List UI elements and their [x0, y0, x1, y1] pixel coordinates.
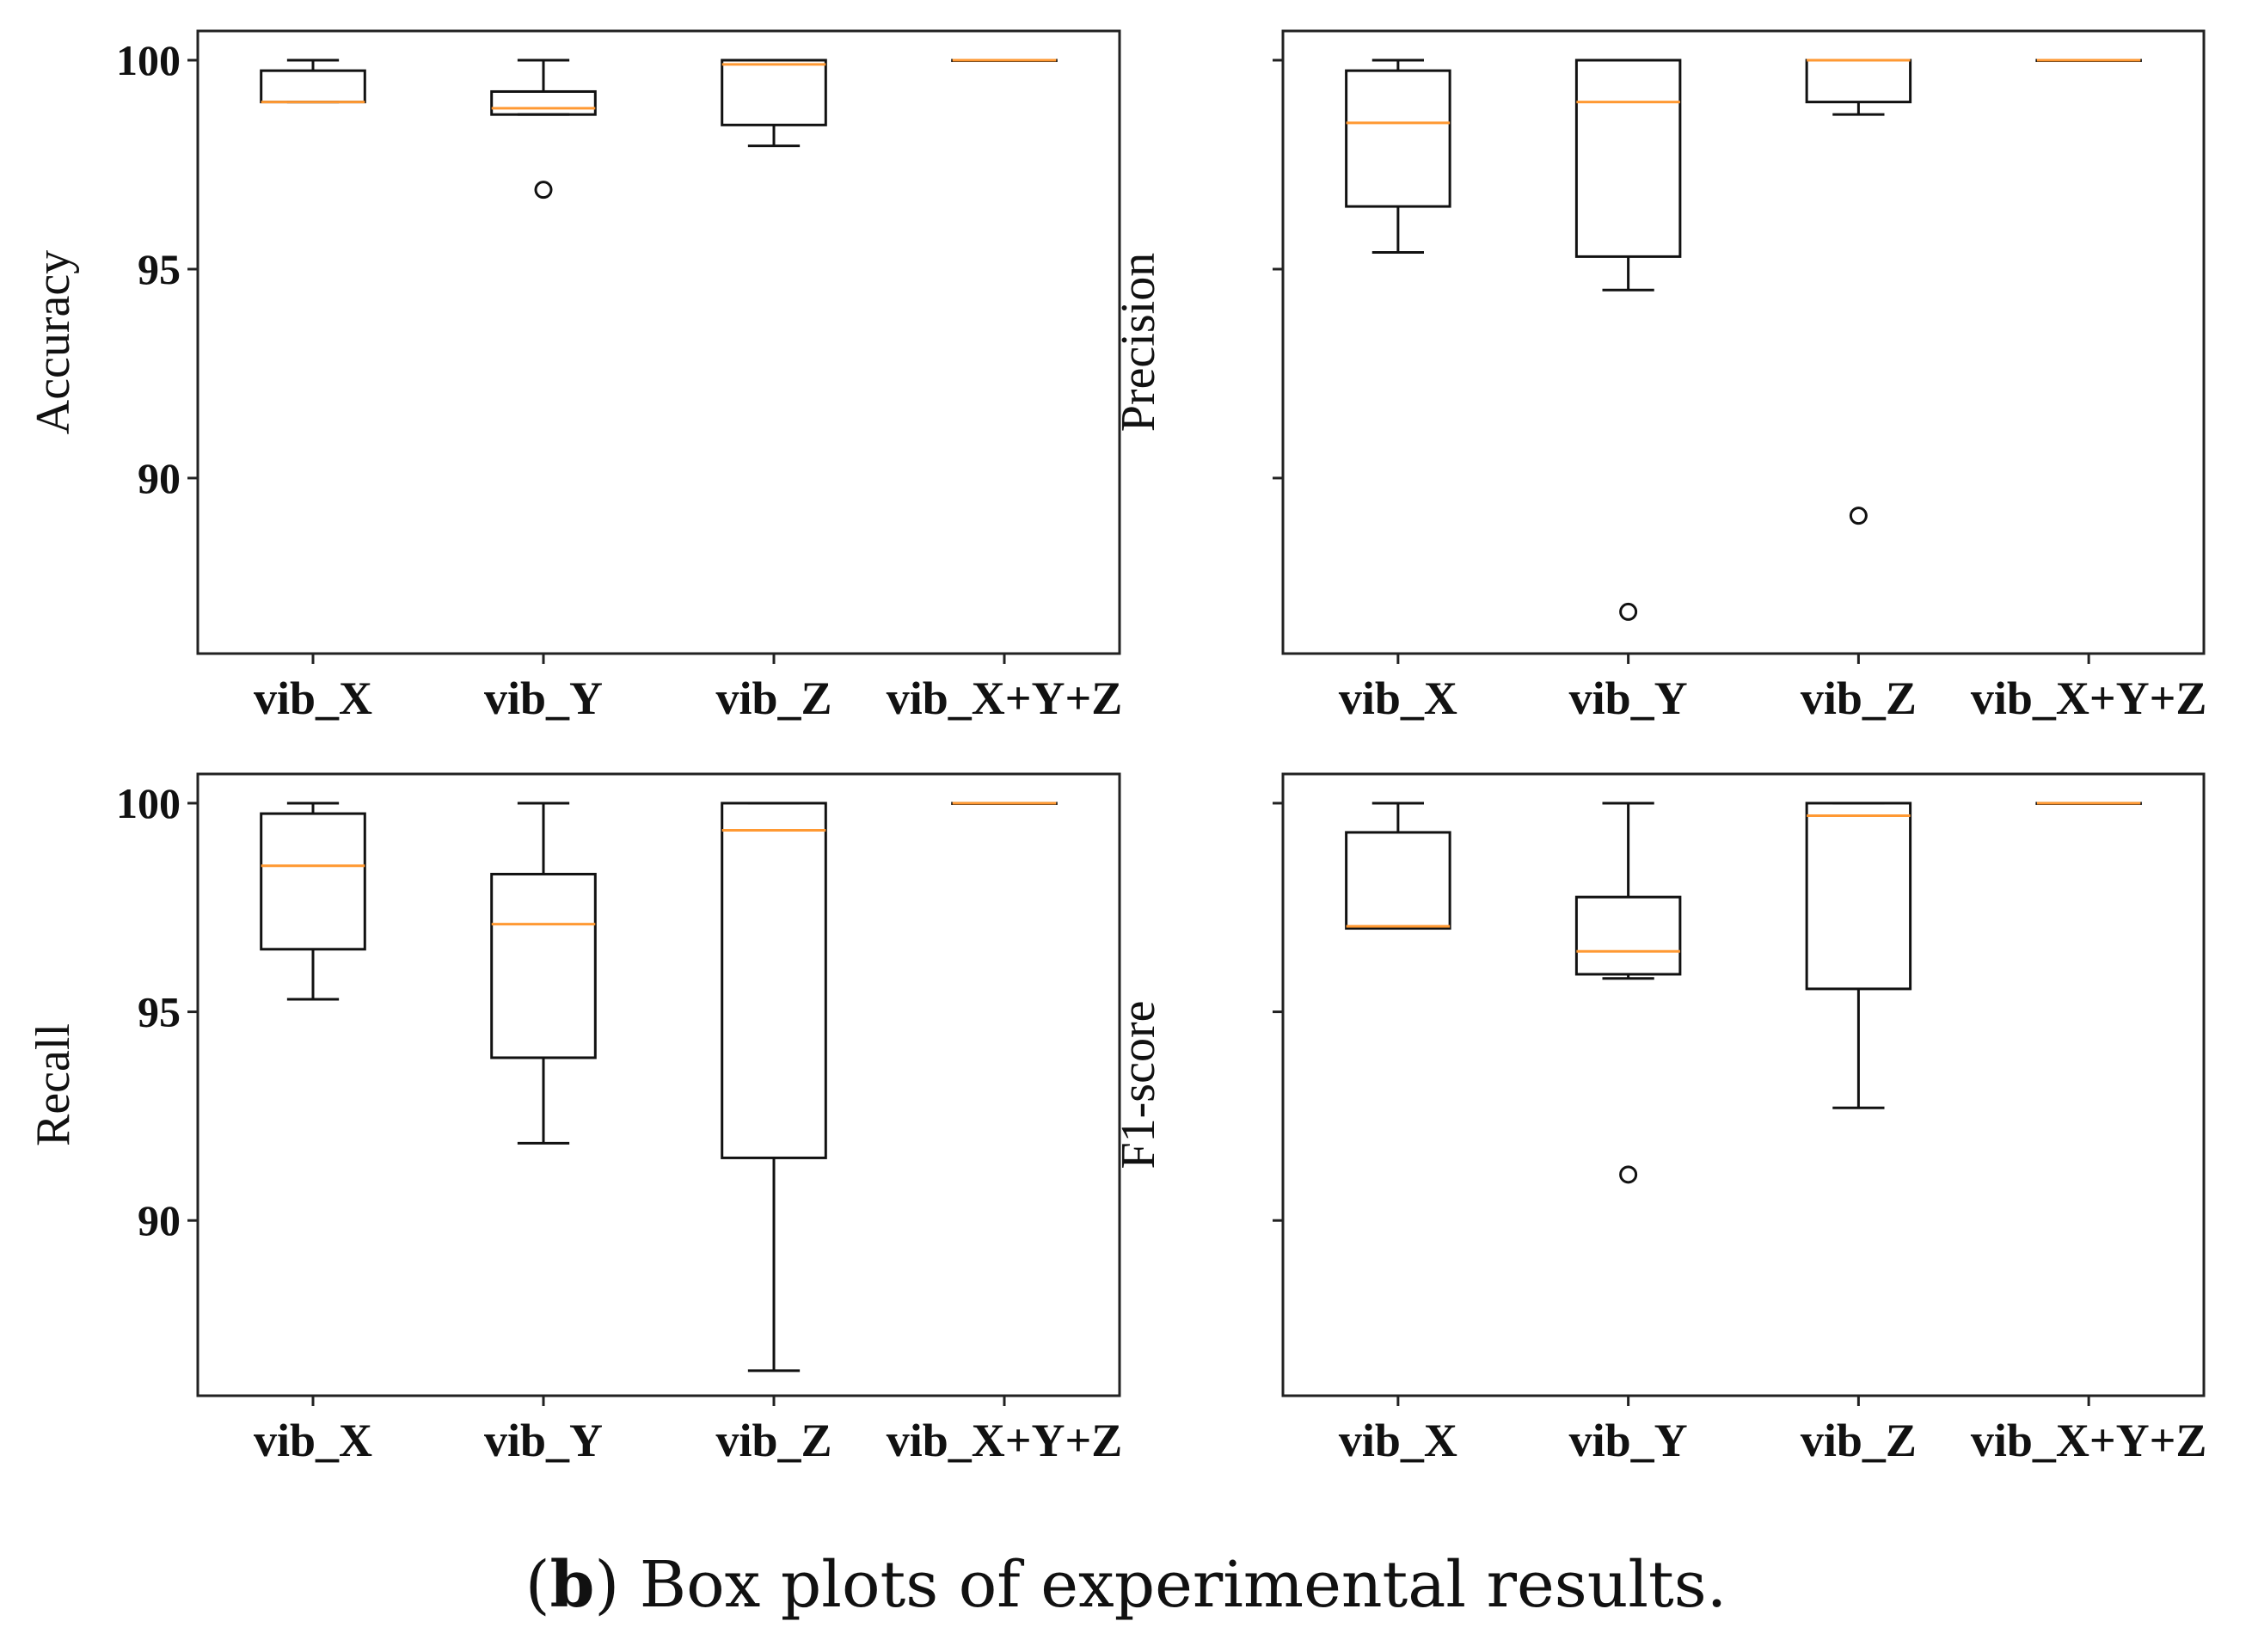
box-iqr	[1574, 895, 1682, 976]
box-vib_Y	[1574, 801, 1682, 1184]
box-vib_X+Y+Z	[2035, 58, 2142, 63]
x-tick-label: vib_Z	[715, 672, 831, 724]
panel-recall: 90 95 100 Recall vib_X vib_Y vib_Z vib_X+Y+Z	[27, 772, 1123, 1466]
box-vib_Z	[721, 58, 827, 148]
caption-open: (	[525, 1548, 550, 1622]
x-tick-label: vib_Y	[1569, 672, 1688, 724]
y-tick-label: 100	[116, 779, 181, 827]
box-vib_Y	[490, 801, 597, 1145]
x-tick-label: vib_X+Y+Z	[887, 1415, 1123, 1466]
x-tick-label: vib_Z	[715, 1415, 831, 1466]
box-iqr	[260, 69, 366, 104]
box-vib_X+Y+Z	[2035, 801, 2142, 805]
x-tick-label: vib_Z	[1801, 672, 1917, 724]
panel-f1score: F1-score vib_X vib_Y vib_Z vib_X+Y+Z	[1112, 772, 2207, 1466]
y-axis-label: F1-score	[1112, 1001, 1165, 1170]
x-tick-label: vib_X	[254, 672, 372, 724]
box-iqr	[490, 89, 597, 116]
box-iqr	[260, 812, 366, 951]
panel-accuracy: 90 95 100 Accuracy vib_X vib_Y vib_Z vib_X+Y+Z	[27, 29, 1123, 724]
y-axis-label: Precision	[1112, 253, 1165, 432]
box-vib_Z	[721, 801, 827, 1373]
box-iqr	[1805, 58, 1912, 104]
outlier-point	[1849, 507, 1868, 525]
x-tick-label: vib_Y	[484, 1415, 603, 1466]
axes-frame	[196, 772, 1121, 1397]
box-vib_X	[1345, 801, 1451, 930]
box-vib_Z	[1805, 58, 1912, 525]
box-iqr	[1805, 801, 1912, 991]
box-iqr	[490, 872, 597, 1059]
x-tick-label: vib_X+Y+Z	[1971, 672, 2207, 724]
y-axis-label: Recall	[27, 1023, 80, 1146]
panel-precision: Precision vib_X vib_Y vib_Z vib_X+Y+Z	[1112, 29, 2207, 724]
x-tick-label: vib_Y	[484, 672, 603, 724]
box-vib_Z	[1805, 801, 1912, 1109]
box-vib_X	[260, 801, 366, 1001]
box-vib_X	[260, 58, 366, 104]
x-tick-label: vib_X	[1339, 672, 1457, 724]
y-tick-label: 95	[138, 988, 181, 1036]
box-iqr	[721, 801, 827, 1159]
axes-frame	[1281, 772, 2206, 1397]
box-vib_X+Y+Z	[951, 58, 1058, 63]
y-axis-label: Accuracy	[27, 250, 80, 435]
caption-letter: b	[549, 1548, 595, 1622]
box-vib_X+Y+Z	[951, 801, 1058, 805]
box-vib_Y	[490, 58, 597, 200]
x-tick-label: vib_Y	[1569, 1415, 1688, 1466]
y-tick-label: 95	[138, 245, 181, 293]
axes-frame	[196, 29, 1121, 655]
x-tick-label: vib_X	[1339, 1415, 1457, 1466]
box-iqr	[1345, 69, 1451, 208]
box-iqr	[1345, 831, 1451, 930]
axes-frame	[1281, 29, 2206, 655]
y-tick-label: 100	[116, 36, 181, 84]
box-iqr	[721, 58, 827, 126]
caption-text: ) Box plots of experimental results.	[594, 1548, 1727, 1622]
y-tick-label: 90	[138, 454, 181, 502]
box-iqr	[1574, 58, 1682, 258]
y-tick-label: 90	[138, 1196, 181, 1244]
x-tick-label: vib_X	[254, 1415, 372, 1466]
outlier-point	[1619, 602, 1638, 621]
x-tick-label: vib_X+Y+Z	[887, 672, 1123, 724]
figure-caption: (b) Box plots of experimental results.	[0, 1548, 2252, 1622]
outlier-point	[1619, 1165, 1638, 1184]
box-vib_Y	[1574, 58, 1682, 621]
outlier-point	[534, 181, 553, 200]
box-vib_X	[1345, 58, 1451, 255]
x-tick-label: vib_X+Y+Z	[1971, 1415, 2207, 1466]
x-tick-label: vib_Z	[1801, 1415, 1917, 1466]
